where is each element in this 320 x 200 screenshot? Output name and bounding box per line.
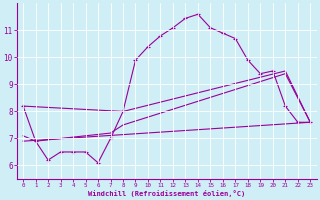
X-axis label: Windchill (Refroidissement éolien,°C): Windchill (Refroidissement éolien,°C) (88, 190, 245, 197)
